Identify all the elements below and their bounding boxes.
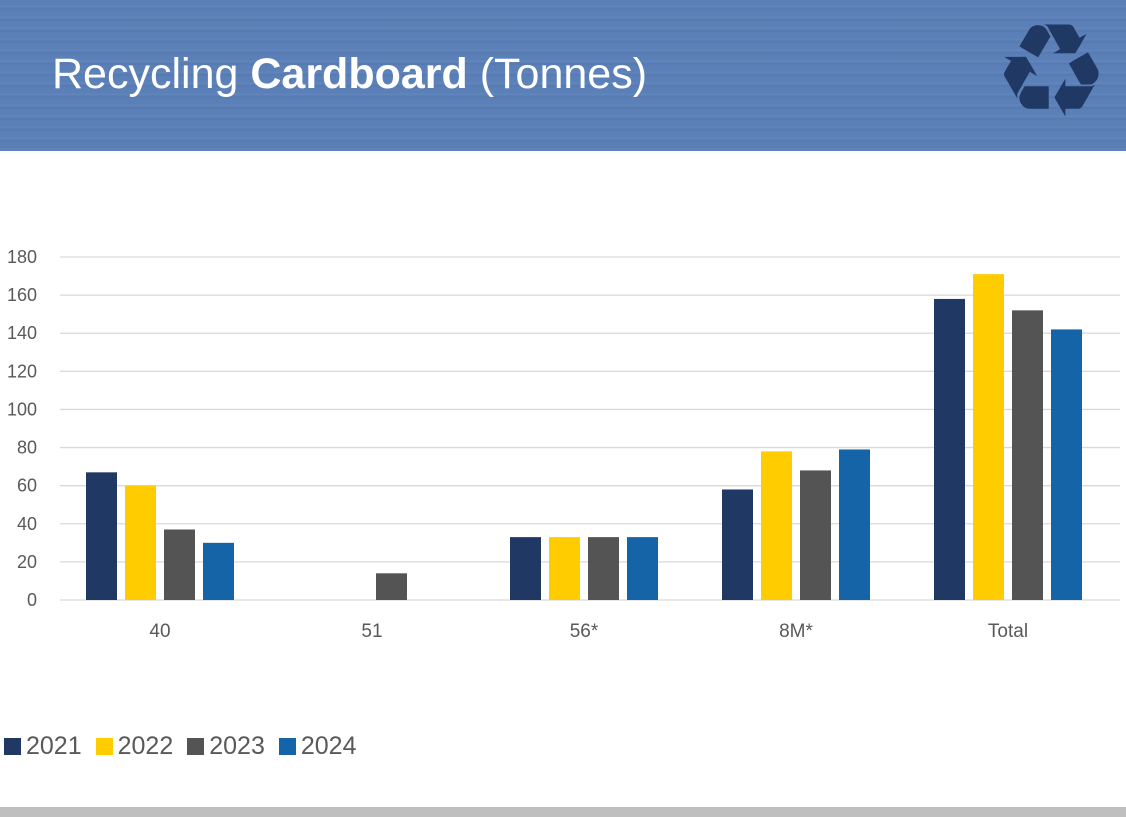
y-tick-label: 20 xyxy=(17,552,37,572)
bar-2022-Total xyxy=(973,274,1004,600)
bar-2023-Total xyxy=(1012,310,1043,600)
legend-label: 2024 xyxy=(300,732,357,760)
recycle-icon: ♻ xyxy=(993,0,1110,147)
y-tick-label: 140 xyxy=(7,323,37,343)
y-tick-label: 0 xyxy=(27,590,37,610)
bar-2024-Total xyxy=(1051,329,1082,600)
y-tick-label: 80 xyxy=(17,438,37,458)
legend-item: 2022 xyxy=(95,732,174,761)
x-tick-label: Total xyxy=(988,621,1028,642)
legend-label: 2022 xyxy=(117,732,174,760)
legend-swatch xyxy=(278,738,296,755)
bar-2023-51 xyxy=(376,573,407,600)
x-tick-label: 8M* xyxy=(779,621,813,642)
bar-2024-56* xyxy=(627,537,658,600)
y-tick-label: 160 xyxy=(7,285,37,305)
x-tick-label: 51 xyxy=(361,621,382,642)
bar-2021-Total xyxy=(934,298,965,600)
legend-swatch xyxy=(95,738,113,755)
legend-item: 2021 xyxy=(4,732,82,761)
legend-item: 2023 xyxy=(187,732,265,761)
bar-2022-8M* xyxy=(761,451,792,600)
bar-2023-8M* xyxy=(800,470,831,600)
x-tick-label: 40 xyxy=(149,621,170,642)
bar-2022-40 xyxy=(125,485,156,600)
bar-2021-56* xyxy=(510,537,541,600)
legend-swatch xyxy=(4,738,21,755)
footer-bar xyxy=(0,807,1126,817)
bar-2023-56* xyxy=(588,537,619,600)
bar-chart: 0 20 40 60 80 100 120 140 160 180 40 51 56* 8M* Total xyxy=(7,247,1120,642)
x-tick-label: 56* xyxy=(570,621,599,642)
legend-label: 2021 xyxy=(26,732,82,760)
bar-2021-8M* xyxy=(722,489,753,600)
y-tick-label: 60 xyxy=(17,476,37,496)
legend-item: 2024 xyxy=(278,732,357,761)
header-banner: Recycling Cardboard (Tonnes) ♻ xyxy=(0,0,1126,151)
bar-2022-56* xyxy=(549,537,580,600)
legend-label: 2023 xyxy=(209,732,265,760)
y-tick-label: 100 xyxy=(7,399,37,419)
y-tick-label: 180 xyxy=(7,247,37,267)
bar-2024-8M* xyxy=(839,449,870,600)
bar-2024-40 xyxy=(203,542,234,600)
y-tick-label: 40 xyxy=(17,514,37,534)
bar-2021-40 xyxy=(86,472,117,600)
bar-2023-40 xyxy=(164,529,195,600)
page-title: Recycling Cardboard (Tonnes) xyxy=(52,50,648,98)
y-tick-label: 120 xyxy=(7,361,37,381)
legend-swatch xyxy=(187,738,205,755)
chart-legend: 2021 2022 2023 2024 xyxy=(4,732,357,761)
